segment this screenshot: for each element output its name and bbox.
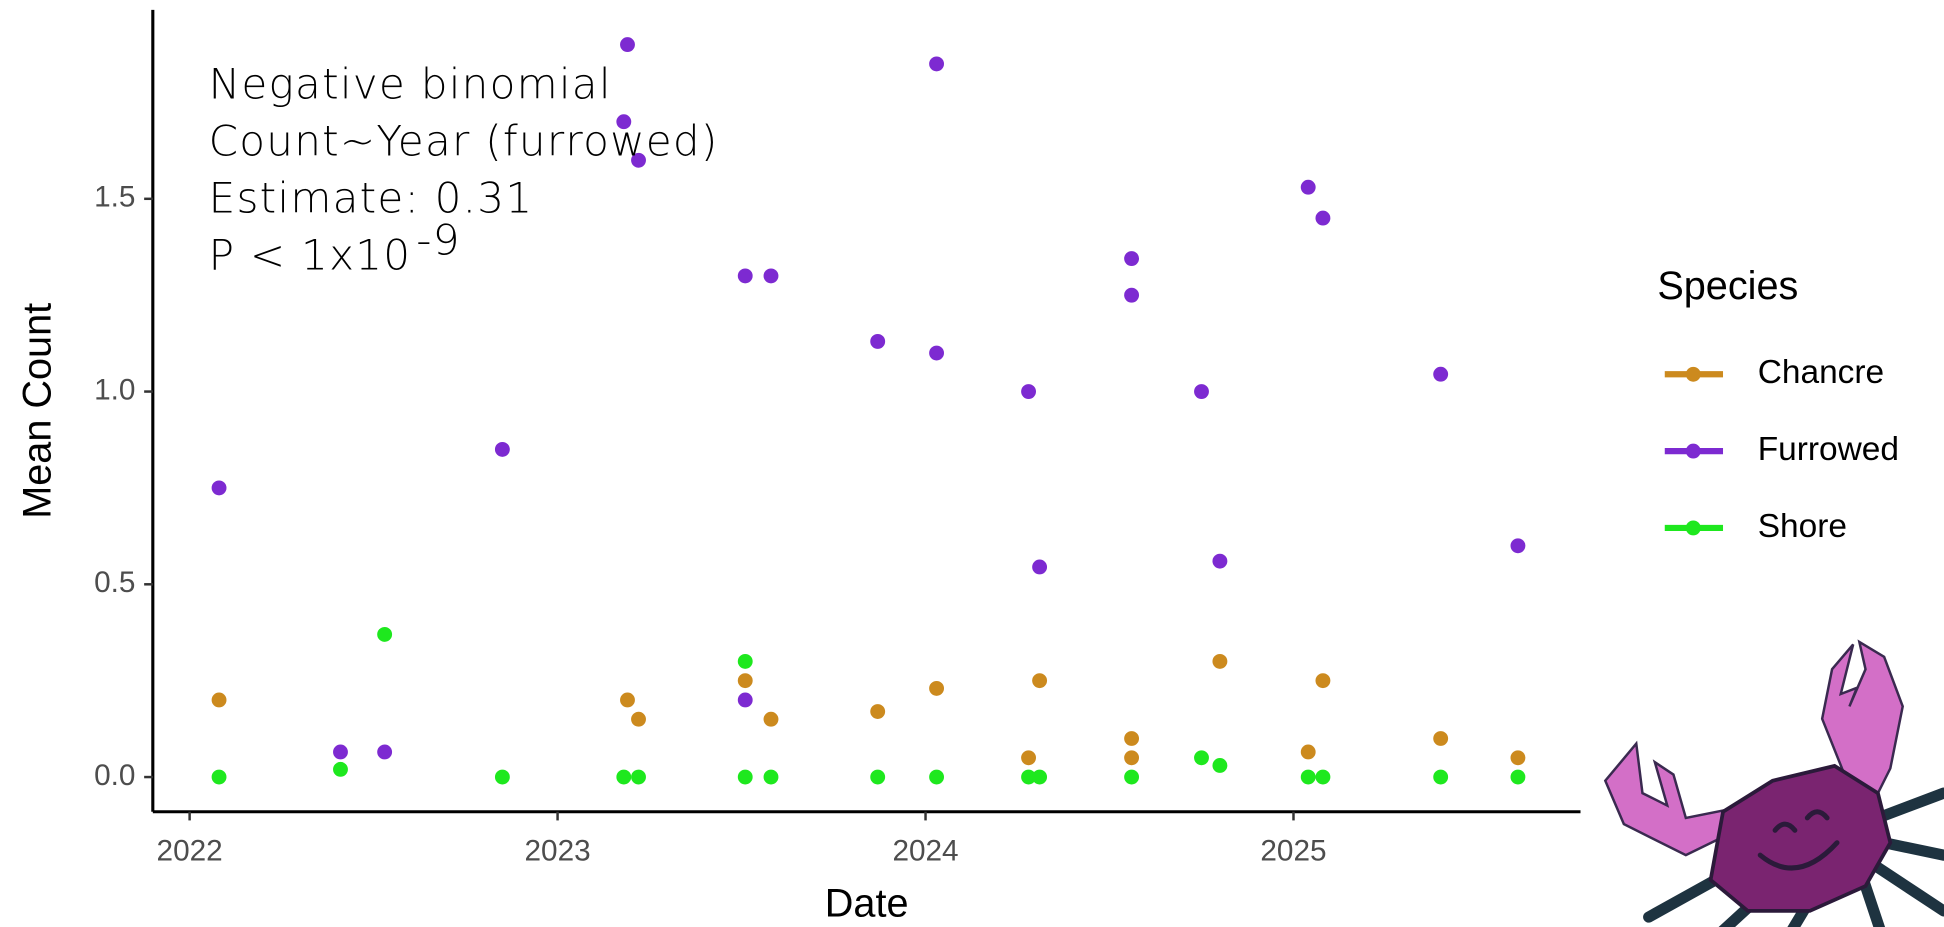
data-point — [737, 769, 753, 785]
data-point — [631, 711, 646, 727]
data-point — [1212, 758, 1228, 773]
data-point — [1510, 769, 1526, 785]
data-point — [763, 769, 779, 785]
annotation: Count~Year (furrowed) — [209, 116, 719, 165]
data-point — [1032, 769, 1048, 785]
annotation: Negative binomial — [209, 59, 612, 108]
data-point — [1021, 750, 1036, 766]
y-tick-label: 1.0 — [94, 373, 135, 406]
data-point — [377, 744, 393, 760]
data-point — [870, 334, 886, 349]
x-tick-label: 2025 — [1260, 835, 1326, 868]
data-point — [631, 769, 646, 785]
y-tick-label: 1.5 — [94, 181, 135, 214]
data-point — [763, 711, 779, 727]
x-tick-label: 2024 — [892, 835, 958, 868]
data-point — [494, 769, 510, 785]
crab-left-claw — [1603, 740, 1750, 857]
data-point — [1032, 673, 1048, 689]
data-point — [929, 680, 945, 696]
data-point — [1510, 750, 1526, 766]
x-axis-title: Date — [825, 881, 909, 925]
data-point — [616, 114, 632, 130]
annotation: Estimate: 0.31 — [209, 173, 534, 222]
data-point — [929, 345, 945, 361]
crab-right-claw — [1820, 639, 1905, 821]
x-tick-label: 2022 — [157, 835, 223, 868]
data-point — [494, 441, 510, 457]
legend-label: Chancre — [1758, 354, 1884, 391]
data-point — [1315, 673, 1331, 689]
crab-illustration — [1603, 639, 1944, 927]
data-point — [377, 626, 393, 642]
data-point — [737, 692, 753, 708]
legend-label: Shore — [1758, 508, 1847, 545]
data-point — [620, 37, 635, 53]
data-point — [737, 673, 753, 689]
y-axis-title: Mean Count — [16, 303, 60, 519]
legend-swatch-dot — [1685, 443, 1701, 459]
annotation: P < 1x10 — [209, 230, 412, 279]
data-point — [1212, 653, 1228, 669]
data-point — [737, 653, 753, 669]
data-point — [631, 152, 646, 168]
data-point — [1032, 559, 1048, 575]
legend-swatch-dot — [1685, 366, 1701, 382]
y-tick-label: 0.0 — [94, 759, 135, 792]
legend-swatch-dot — [1685, 520, 1701, 536]
data-point — [1300, 769, 1316, 785]
data-point — [1315, 210, 1331, 226]
data-point — [1194, 750, 1209, 766]
data-point — [211, 692, 227, 708]
legend-title: Species — [1657, 264, 1798, 308]
data-point — [616, 769, 632, 785]
data-point — [1300, 744, 1316, 760]
data-point — [1124, 750, 1140, 766]
crab-body — [1708, 763, 1893, 913]
data-point — [1124, 769, 1140, 785]
data-point — [870, 769, 886, 785]
annotation-superscript: -9 — [416, 215, 460, 264]
data-point — [737, 268, 753, 284]
data-point — [1124, 731, 1140, 746]
data-point — [333, 744, 348, 760]
y-tick-label: 0.5 — [94, 566, 135, 599]
data-point — [1021, 384, 1036, 399]
data-point — [1300, 179, 1316, 195]
data-point — [1433, 769, 1449, 785]
data-point — [1021, 769, 1036, 785]
data-point — [1315, 769, 1331, 785]
data-point — [1194, 384, 1209, 399]
data-point — [211, 480, 227, 496]
x-tick-label: 2023 — [524, 835, 590, 868]
data-point — [211, 769, 227, 785]
legend-label: Furrowed — [1758, 431, 1899, 468]
data-point — [1124, 287, 1140, 303]
data-point — [1212, 553, 1228, 569]
data-point — [620, 692, 635, 708]
crab-face — [1757, 809, 1840, 871]
data-point — [333, 761, 348, 777]
data-point — [763, 268, 779, 284]
data-point — [870, 704, 886, 719]
data-point — [929, 56, 945, 72]
data-point — [1124, 251, 1140, 266]
data-point — [1510, 538, 1526, 554]
data-point — [1433, 366, 1449, 382]
data-point — [929, 769, 945, 785]
data-point — [1433, 731, 1449, 746]
